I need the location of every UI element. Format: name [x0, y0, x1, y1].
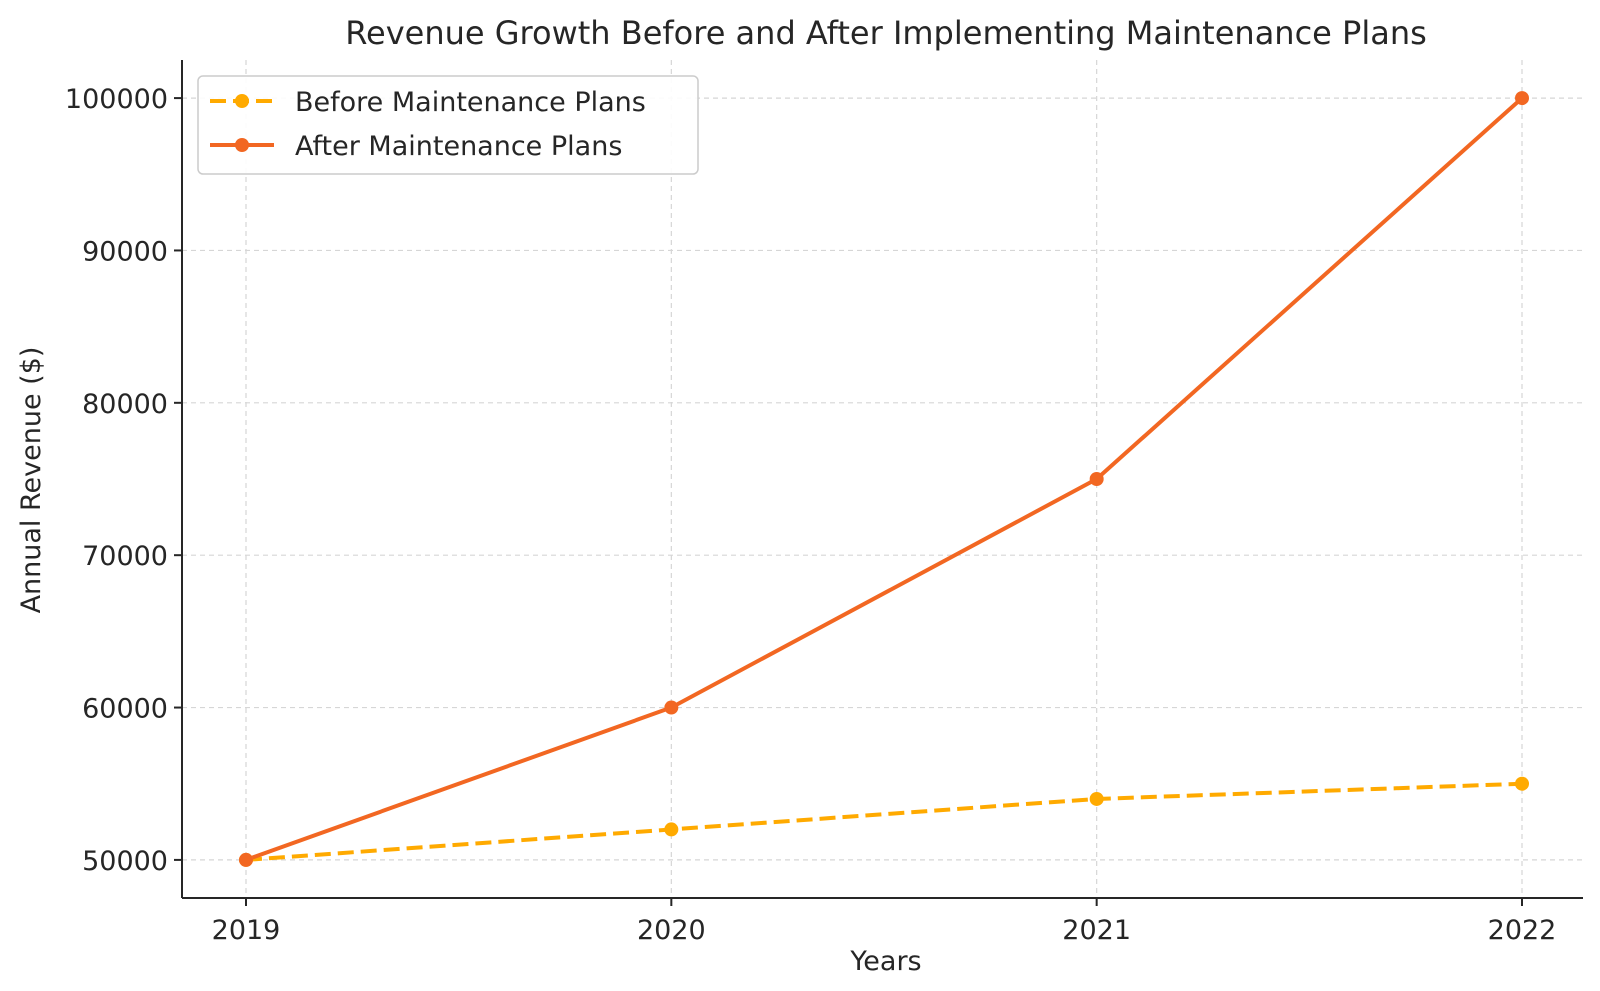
data-point-after — [239, 852, 253, 867]
series — [239, 91, 1529, 867]
y-tick-label: 90000 — [82, 236, 168, 267]
axes — [181, 60, 1583, 899]
x-axis-label: Years — [849, 946, 921, 977]
data-point-before — [664, 822, 679, 837]
x-tick-label: 2020 — [637, 915, 706, 946]
legend-marker-before — [235, 94, 249, 108]
chart-title: Revenue Growth Before and After Implemen… — [345, 14, 1427, 52]
x-tick-label: 2021 — [1062, 915, 1131, 946]
data-point-before — [1089, 791, 1104, 806]
data-point-after — [1089, 472, 1104, 486]
y-axis-label: Annual Revenue ($) — [16, 347, 47, 614]
y-tick-label: 70000 — [82, 541, 168, 572]
legend-label-after: After Maintenance Plans — [295, 131, 622, 162]
legend: Before Maintenance Plans After Maintenanc… — [197, 75, 699, 175]
legend-label-before: Before Maintenance Plans — [295, 87, 646, 118]
legend-box — [197, 75, 699, 175]
ticks: 2019 2020 2021 2022 50000 60000 70000 80000 9000… — [65, 84, 1556, 946]
series-line-after — [245, 96, 1524, 862]
y-tick-label: 100000 — [65, 84, 168, 115]
data-point-after — [664, 700, 679, 715]
y-tick-label: 80000 — [82, 389, 168, 420]
series-line-before — [245, 781, 1523, 862]
data-point-before — [1515, 776, 1529, 791]
y-tick-label: 50000 — [82, 846, 168, 877]
grid — [182, 60, 1583, 898]
x-tick-label: 2019 — [212, 915, 281, 946]
y-tick-label: 60000 — [82, 694, 168, 725]
x-tick-label: 2022 — [1488, 915, 1557, 946]
data-point-after — [1515, 91, 1529, 106]
legend-marker-after — [235, 138, 249, 152]
